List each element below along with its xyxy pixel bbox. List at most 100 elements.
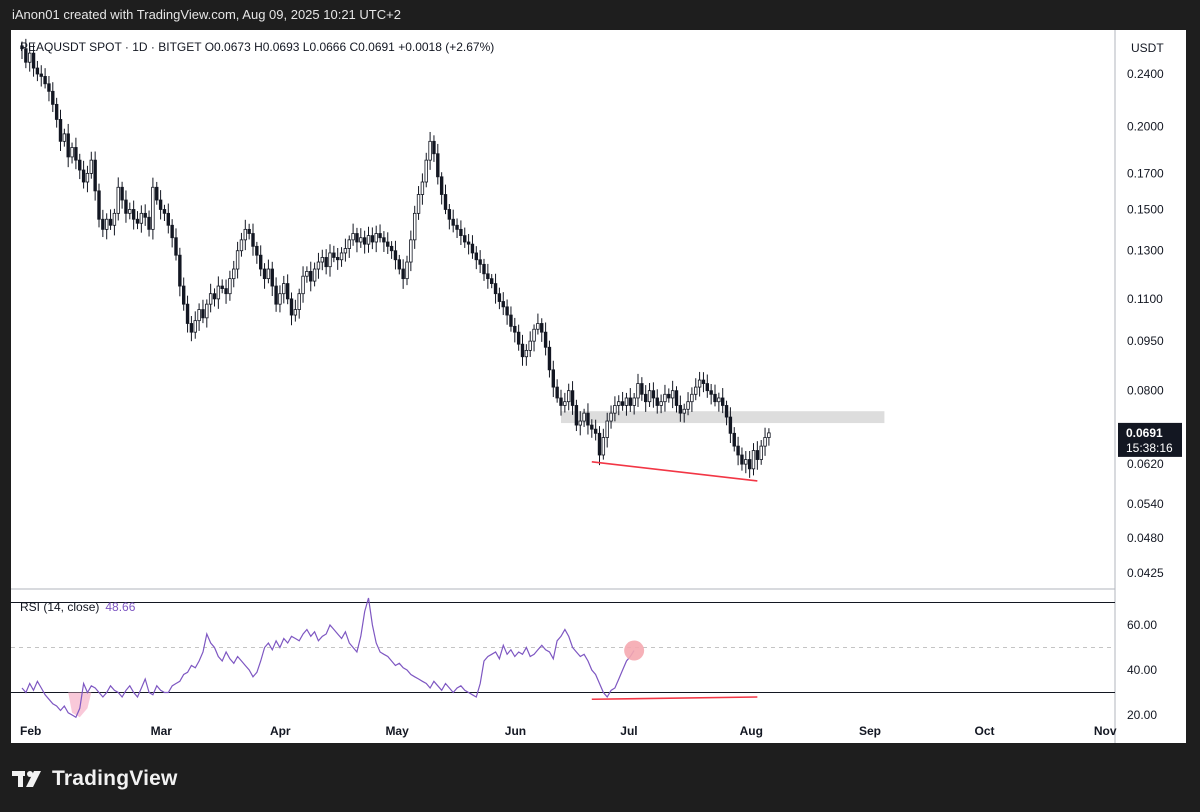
candle-body[interactable] (212, 293, 217, 300)
candle-body[interactable] (135, 218, 140, 224)
candle-body[interactable] (81, 169, 86, 183)
candle-body[interactable] (155, 186, 159, 201)
candle-body[interactable] (101, 218, 105, 230)
candle-body[interactable] (274, 285, 278, 305)
candle-body[interactable] (451, 218, 455, 226)
candle-body[interactable] (644, 393, 648, 403)
candle-body[interactable] (116, 186, 120, 214)
candle-body[interactable] (128, 209, 132, 214)
candle-body[interactable] (343, 248, 348, 254)
price-axis-unit[interactable]: USDT (1131, 41, 1164, 55)
candle-body[interactable] (474, 252, 478, 261)
candle-body[interactable] (312, 268, 317, 282)
candle-body[interactable] (513, 325, 517, 333)
candle-body[interactable] (674, 390, 679, 406)
candle-body[interactable] (66, 133, 70, 158)
candle-body[interactable] (713, 393, 717, 403)
candle-body[interactable] (193, 320, 197, 333)
candle-body[interactable] (678, 405, 683, 414)
candle-body[interactable] (586, 412, 590, 426)
candle-body[interactable] (578, 420, 582, 426)
candle-body[interactable] (701, 379, 706, 384)
candle-body[interactable] (570, 390, 575, 406)
candle-body[interactable] (316, 261, 321, 270)
candle-body[interactable] (405, 261, 409, 280)
candle-body[interactable] (147, 216, 151, 230)
candle-body[interactable] (721, 397, 725, 406)
candle-body[interactable] (47, 83, 51, 92)
candle-body[interactable] (697, 379, 702, 388)
candle-body[interactable] (243, 228, 247, 241)
candle-body[interactable] (682, 408, 686, 414)
price-divergence-line[interactable] (591, 461, 758, 482)
candle-body[interactable] (93, 159, 97, 192)
candle-body[interactable] (158, 199, 163, 210)
candle-body[interactable] (532, 328, 536, 342)
candle-body[interactable] (120, 186, 124, 201)
candle-body[interactable] (567, 390, 571, 403)
candle-body[interactable] (463, 235, 467, 243)
candle-body[interactable] (593, 428, 598, 434)
candle-body[interactable] (166, 212, 170, 226)
candle-body[interactable] (251, 233, 255, 247)
candle-body[interactable] (232, 268, 236, 280)
candle-body[interactable] (620, 401, 625, 406)
candle-body[interactable] (397, 259, 401, 270)
candle-body[interactable] (509, 314, 513, 327)
candle-body[interactable] (412, 212, 417, 241)
candle-body[interactable] (647, 390, 652, 403)
candle-body[interactable] (62, 133, 67, 142)
candle-body[interactable] (555, 386, 559, 399)
candle-body[interactable] (70, 147, 74, 158)
candle-body[interactable] (185, 303, 190, 324)
candle-body[interactable] (482, 263, 486, 275)
candle-body[interactable] (347, 239, 351, 249)
candle-body[interactable] (705, 383, 709, 392)
candle-body[interactable] (43, 76, 47, 85)
candle-body[interactable] (667, 393, 671, 399)
candle-body[interactable] (563, 401, 567, 406)
candle-body[interactable] (131, 209, 136, 220)
candle-body[interactable] (201, 309, 205, 319)
candle-body[interactable] (432, 140, 436, 155)
candle-body[interactable] (443, 194, 448, 210)
candle-body[interactable] (690, 393, 694, 403)
candle-body[interactable] (178, 254, 182, 287)
candle-body[interactable] (359, 237, 363, 243)
candle-body[interactable] (216, 285, 221, 300)
candle-body[interactable] (655, 397, 659, 406)
candle-body[interactable] (297, 293, 301, 310)
candle-body[interactable] (293, 309, 298, 316)
candle-body[interactable] (247, 228, 251, 234)
candle-body[interactable] (617, 401, 621, 406)
candle-body[interactable] (58, 119, 63, 142)
candle-body[interactable] (89, 159, 93, 174)
candle-body[interactable] (258, 254, 263, 270)
candle-body[interactable] (351, 233, 355, 241)
candle-body[interactable] (370, 235, 375, 243)
candle-body[interactable] (540, 323, 544, 333)
candle-body[interactable] (659, 401, 663, 406)
candle-body[interactable] (393, 250, 398, 261)
candle-body[interactable] (501, 301, 505, 308)
candle-body[interactable] (420, 181, 425, 195)
candle-body[interactable] (31, 52, 36, 69)
candle-body[interactable] (447, 209, 452, 220)
candle-body[interactable] (320, 257, 324, 263)
candle-body[interactable] (266, 268, 271, 280)
rsi-current-marker[interactable] (624, 640, 645, 661)
candle-body[interactable] (386, 241, 390, 247)
candle-body[interactable] (305, 271, 309, 277)
candle-body[interactable] (278, 293, 282, 305)
candle-body[interactable] (582, 412, 586, 422)
candle-body[interactable] (401, 268, 405, 280)
candle-body[interactable] (636, 383, 640, 399)
candle-body[interactable] (339, 252, 344, 261)
candle-body[interactable] (362, 237, 367, 245)
candle-body[interactable] (601, 437, 606, 456)
last-price-badge[interactable] (1118, 422, 1182, 457)
candle-body[interactable] (574, 405, 579, 426)
candle-body[interactable] (27, 52, 32, 63)
candle-body[interactable] (528, 340, 532, 351)
